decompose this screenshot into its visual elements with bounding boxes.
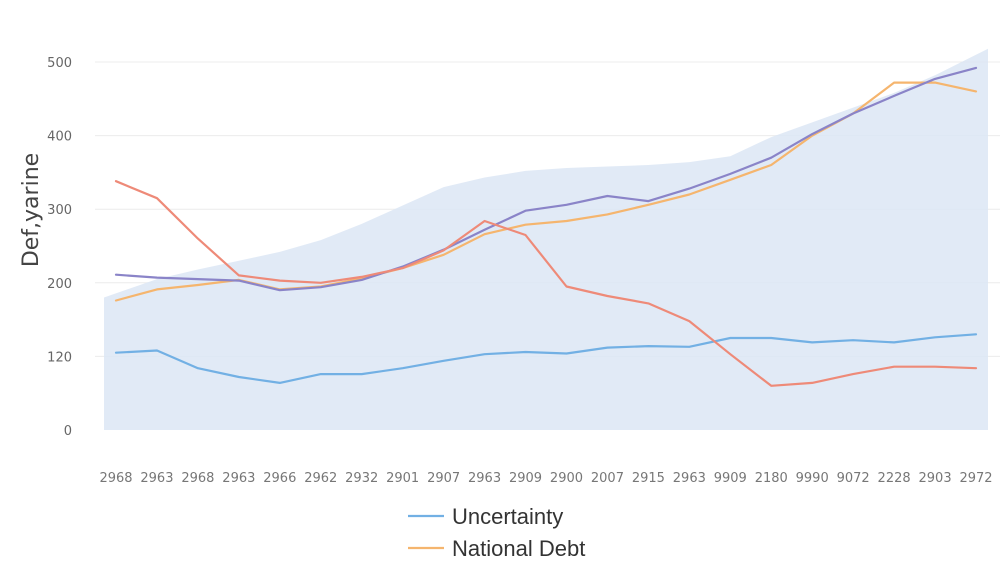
series-line-uncertainty xyxy=(114,333,978,384)
x-tick-label-21: 2972 xyxy=(959,471,992,486)
x-tick-label-15: 9909 xyxy=(714,471,747,486)
y-tick-label-3: 300 xyxy=(47,203,72,218)
series-layer xyxy=(114,66,978,387)
y-tick-label-0: 0 xyxy=(64,424,72,439)
legend-label-1: National Debt xyxy=(452,536,585,561)
x-tick-label-6: 2932 xyxy=(345,471,378,486)
y-tick-labels: 0 120 200 300 400 500 xyxy=(47,56,72,439)
x-tick-label-18: 9072 xyxy=(837,471,870,486)
x-tick-label-14: 2963 xyxy=(673,471,706,486)
x-tick-label-19: 2228 xyxy=(878,471,911,486)
y-tick-label-5: 500 xyxy=(47,56,72,71)
x-tick-label-13: 2915 xyxy=(632,471,665,486)
x-tick-label-3: 2963 xyxy=(222,471,255,486)
x-tick-label-11: 2900 xyxy=(550,471,583,486)
x-tick-label-16: 2180 xyxy=(755,471,788,486)
legend: Uncertainty National Debt xyxy=(408,504,585,561)
x-tick-label-17: 9990 xyxy=(796,471,829,486)
y-tick-label-1: 120 xyxy=(47,350,72,365)
x-tick-label-0: 2968 xyxy=(99,471,132,486)
x-tick-label-1: 2963 xyxy=(140,471,173,486)
x-tick-label-20: 2903 xyxy=(919,471,952,486)
y-tick-label-2: 200 xyxy=(47,277,72,292)
background-area xyxy=(104,48,988,430)
area-layer xyxy=(104,48,988,430)
x-tick-labels: 2968 2963 2968 2963 2966 2962 2932 2901 2907 2963… xyxy=(99,471,992,486)
y-axis-label: Def,yarine xyxy=(19,153,44,267)
x-tick-label-10: 2909 xyxy=(509,471,542,486)
series-line-purple-series xyxy=(114,66,978,292)
x-tick-label-9: 2963 xyxy=(468,471,501,486)
x-tick-label-2: 2968 xyxy=(181,471,214,486)
y-tick-label-4: 400 xyxy=(47,130,72,145)
legend-label-0: Uncertainty xyxy=(452,504,563,529)
x-tick-label-12: 2007 xyxy=(591,471,624,486)
x-tick-label-4: 2966 xyxy=(263,471,296,486)
series-line-red-series xyxy=(114,180,978,387)
x-tick-label-7: 2901 xyxy=(386,471,419,486)
x-tick-label-8: 2907 xyxy=(427,471,460,486)
x-tick-label-5: 2962 xyxy=(304,471,337,486)
